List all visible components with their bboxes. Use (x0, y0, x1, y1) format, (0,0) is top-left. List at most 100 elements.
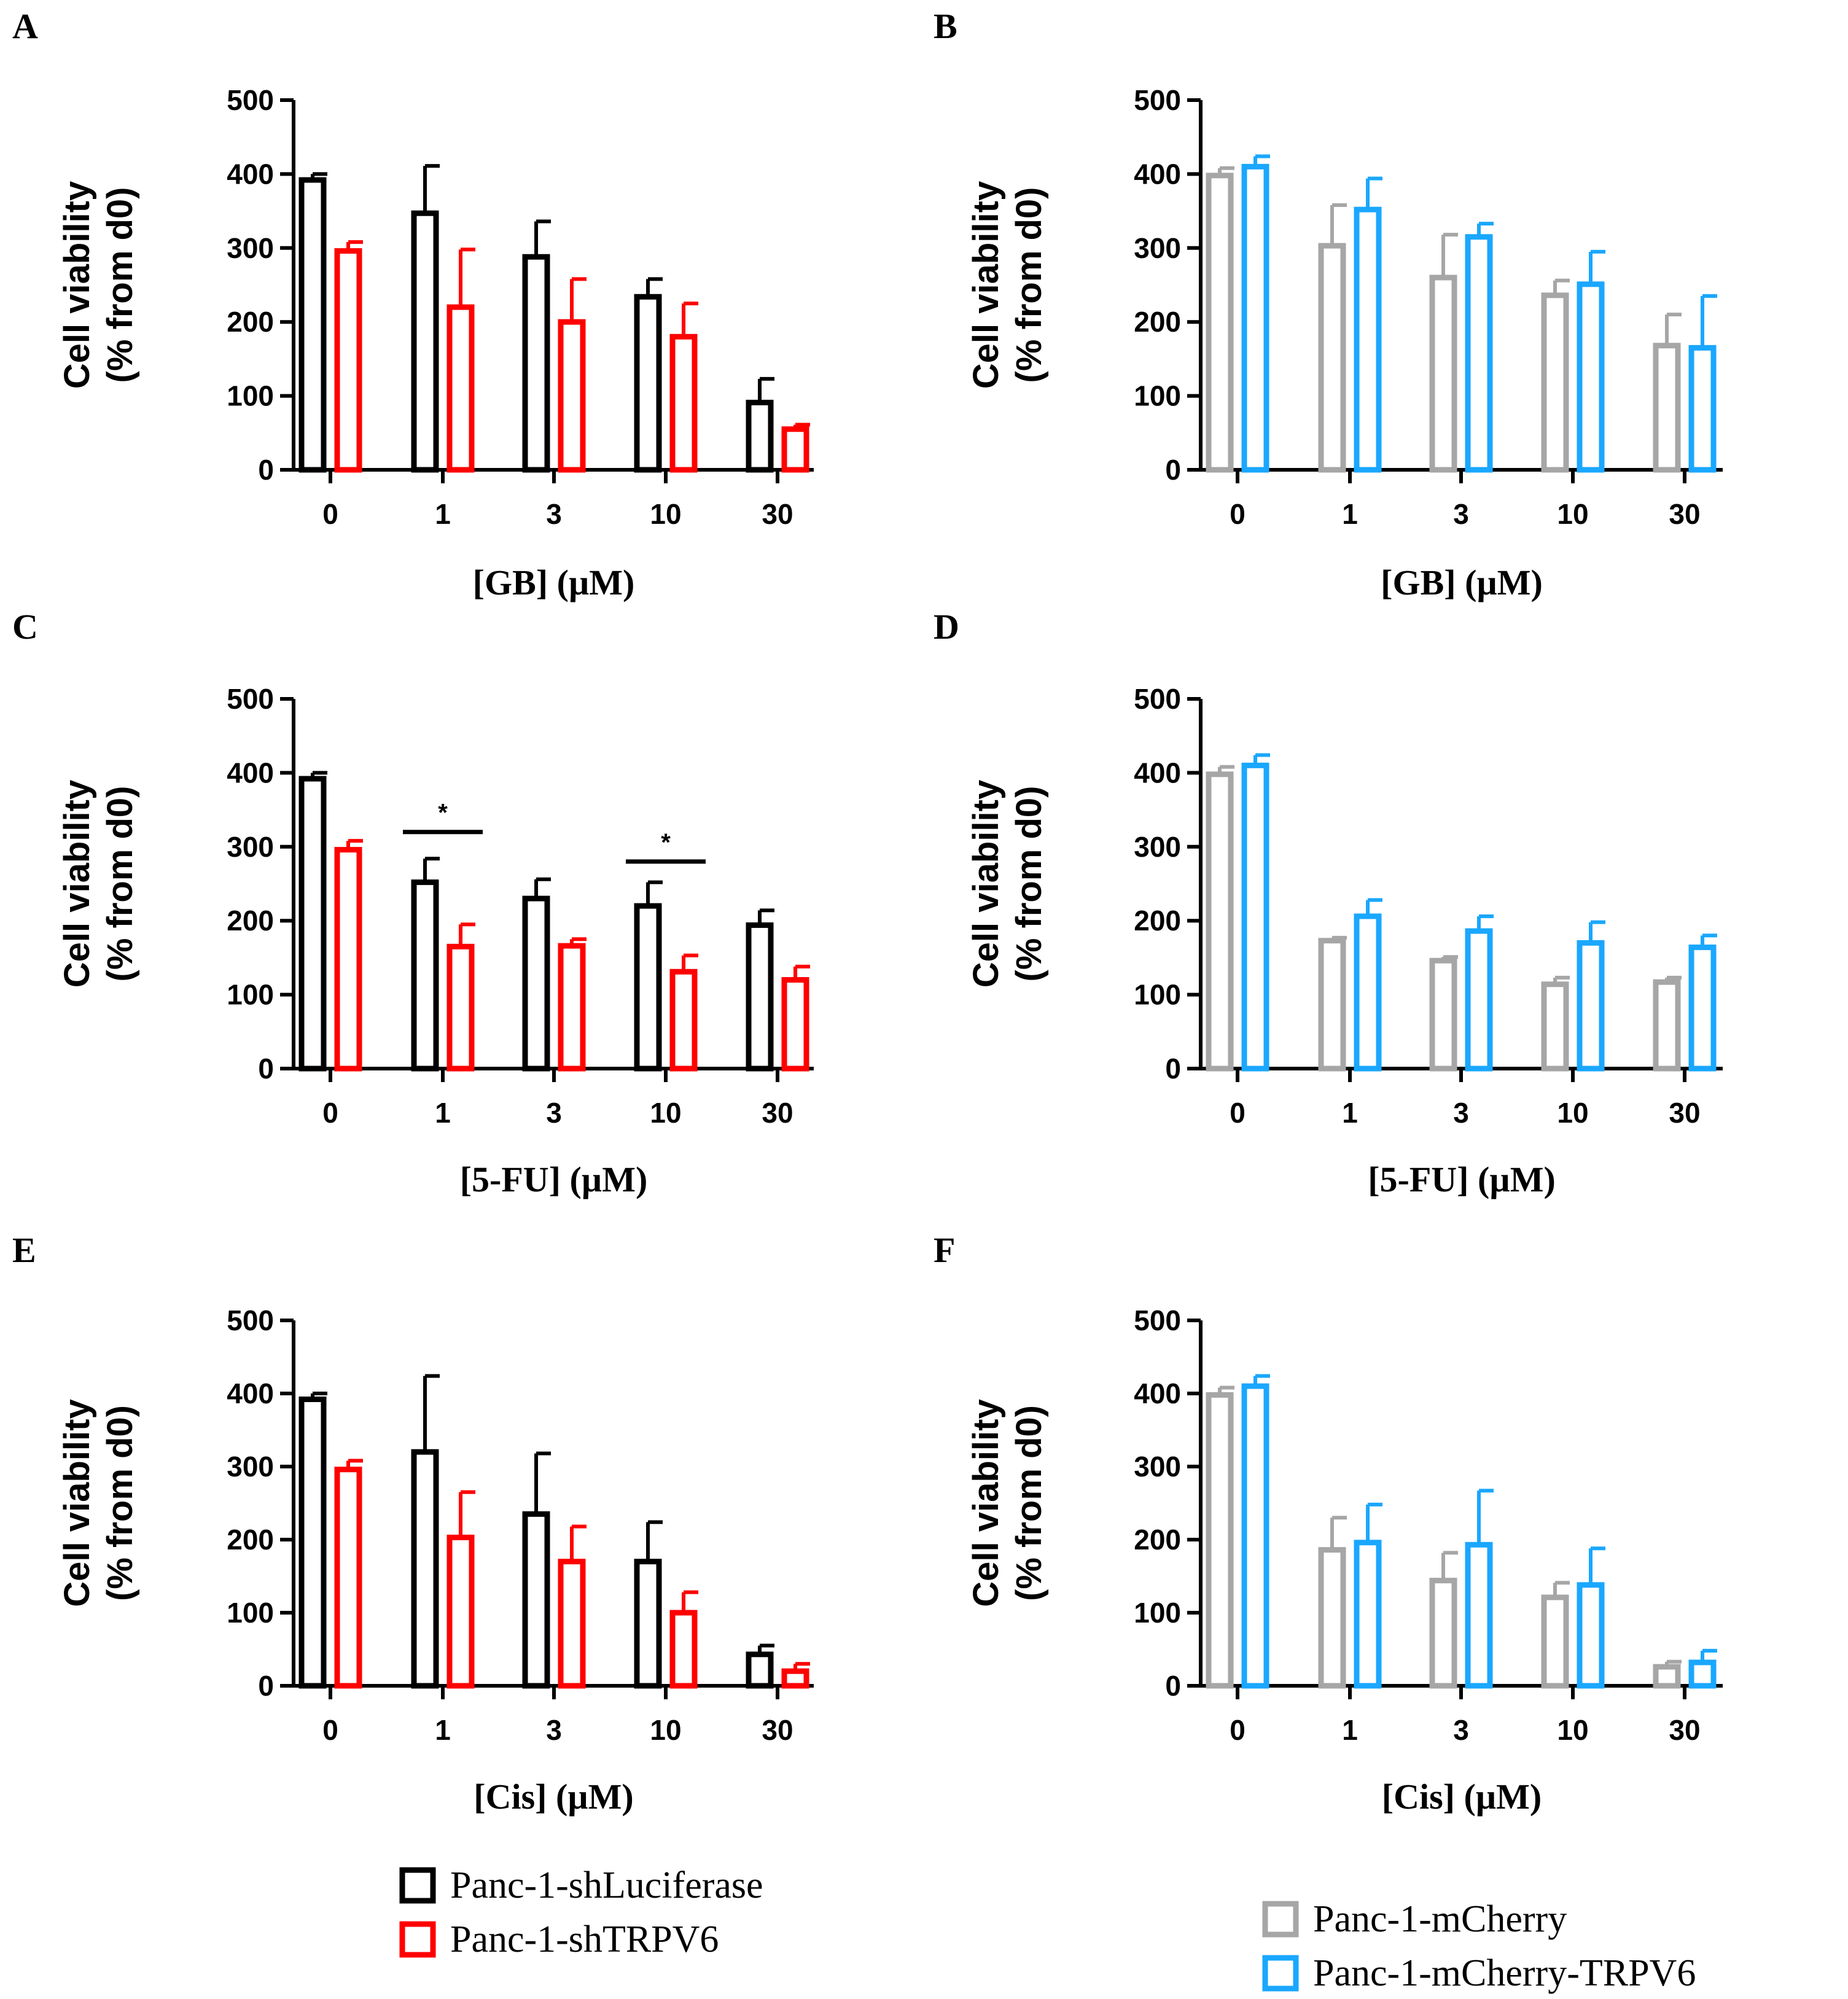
x-tick-label: 30 (1669, 1097, 1700, 1129)
x-tick-label: 0 (1230, 1097, 1246, 1129)
bar (446, 304, 475, 473)
y-tick-label: 300 (227, 831, 274, 863)
bar (746, 922, 774, 1072)
bar (634, 1559, 662, 1689)
x-axis-label: [5-FU] (µM) (460, 1159, 648, 1199)
y-tick-label: 300 (1134, 1451, 1181, 1483)
y-tick-label: 500 (227, 683, 274, 715)
bar (1318, 1547, 1346, 1689)
x-tick-label: 0 (322, 498, 338, 530)
bar (1206, 771, 1234, 1072)
bar (1465, 234, 1493, 473)
bar (522, 254, 550, 473)
bar (1354, 913, 1382, 1072)
x-tick-label: 3 (1453, 1097, 1469, 1129)
x-tick-label: 0 (1230, 498, 1246, 530)
x-tick-label: 30 (1669, 1714, 1700, 1746)
bar (669, 1610, 698, 1689)
legend-swatch (399, 1921, 436, 1958)
legend-swatch (1262, 1901, 1299, 1938)
x-axis-label: [Cis] (µM) (1382, 1777, 1542, 1817)
bar (1465, 928, 1493, 1072)
y-tick-label: 500 (1134, 1304, 1181, 1336)
y-tick-label: 0 (1165, 1670, 1181, 1702)
x-tick-label: 1 (435, 1097, 451, 1129)
bar (558, 1559, 586, 1689)
bar (298, 177, 327, 473)
bar (298, 776, 327, 1072)
bar (411, 879, 439, 1072)
x-tick-label: 0 (322, 1714, 338, 1746)
y-tick-label: 200 (227, 905, 274, 937)
bar (334, 248, 362, 473)
legend-right: Panc-1-mCherry Panc-1-mCherry-TRPV6 (1262, 1898, 1696, 1994)
panel-label: C (12, 607, 38, 647)
bar (1318, 243, 1346, 473)
significance-star: * (661, 829, 671, 856)
x-tick-label: 10 (1557, 498, 1588, 530)
bar (746, 399, 774, 473)
x-axis-label: [Cis] (µM) (474, 1777, 634, 1817)
y-tick-label: 0 (258, 454, 274, 486)
y-tick-label: 300 (1134, 831, 1181, 863)
legend-left: Panc-1-shLuciferase Panc-1-shTRPV6 (399, 1865, 763, 1960)
bar (1241, 163, 1269, 473)
bar (634, 294, 662, 473)
bar (1465, 1541, 1493, 1689)
y-axis-label-line-1: Cell viability (57, 181, 97, 389)
y-tick-label: 0 (1165, 454, 1181, 486)
y-axis-label-line-2: (% from d0) (100, 786, 140, 982)
bar (1206, 1392, 1234, 1689)
bar (634, 903, 662, 1072)
x-tick-label: 1 (435, 498, 451, 530)
x-tick-label: 10 (650, 1097, 681, 1129)
y-tick-label: 400 (1134, 1377, 1181, 1409)
legend-label: Panc-1-shLuciferase (450, 1865, 763, 1906)
bar (669, 968, 698, 1072)
y-tick-label: 200 (227, 1524, 274, 1556)
bar (1577, 1582, 1605, 1689)
bar (781, 1668, 809, 1689)
bar (1653, 343, 1681, 473)
x-tick-label: 30 (762, 1714, 793, 1746)
y-tick-label: 0 (258, 1670, 274, 1702)
x-tick-label: 1 (1342, 498, 1358, 530)
x-tick-label: 3 (546, 498, 562, 530)
bar (1688, 945, 1717, 1072)
panel-label: B (934, 6, 957, 46)
bar (781, 426, 809, 473)
y-tick-label: 300 (227, 232, 274, 264)
y-tick-label: 400 (227, 1377, 274, 1409)
bar (522, 895, 550, 1072)
panel-label: E (12, 1230, 36, 1270)
legend-swatch (399, 1867, 436, 1904)
x-tick-label: 10 (650, 498, 681, 530)
x-tick-label: 1 (1342, 1714, 1358, 1746)
bar (1429, 275, 1457, 473)
y-axis-label-line-1: Cell viability (57, 780, 97, 988)
bar (1577, 281, 1605, 473)
bar (1577, 940, 1605, 1072)
panel-label: A (12, 6, 38, 46)
y-tick-label: 0 (258, 1053, 274, 1085)
panel-label: D (934, 607, 959, 647)
x-tick-label: 30 (762, 498, 793, 530)
legend-label: Panc-1-shTRPV6 (450, 1919, 719, 1960)
bar (746, 1651, 774, 1689)
y-tick-label: 200 (1134, 905, 1181, 937)
y-tick-label: 400 (227, 757, 274, 789)
bar (1653, 979, 1681, 1072)
bar (1541, 981, 1569, 1072)
bar (669, 333, 698, 473)
y-tick-label: 500 (1134, 683, 1181, 715)
y-axis-label-line-2: (% from d0) (100, 1405, 140, 1601)
bar (781, 977, 809, 1072)
significance-star: * (438, 800, 448, 827)
panel-label: F (934, 1230, 955, 1270)
y-axis-label-line-2: (% from d0) (100, 187, 140, 383)
x-tick-label: 30 (1669, 498, 1700, 530)
